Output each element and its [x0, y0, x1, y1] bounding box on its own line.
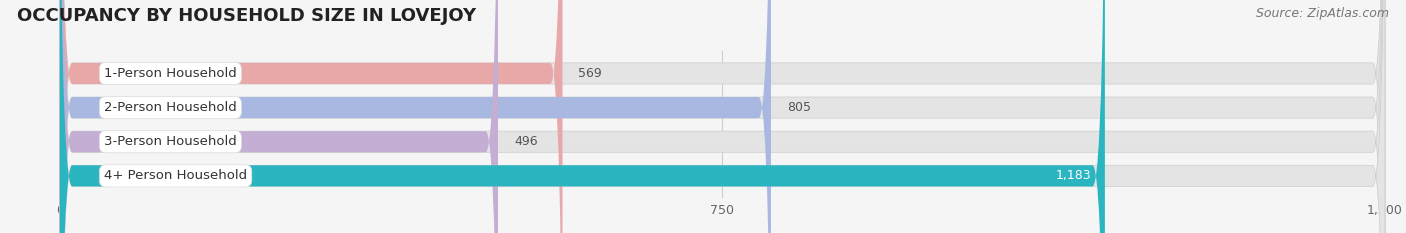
FancyBboxPatch shape [60, 0, 770, 233]
Text: 496: 496 [515, 135, 537, 148]
Text: 569: 569 [578, 67, 602, 80]
FancyBboxPatch shape [60, 0, 1385, 233]
Text: Source: ZipAtlas.com: Source: ZipAtlas.com [1256, 7, 1389, 20]
Text: 3-Person Household: 3-Person Household [104, 135, 236, 148]
Text: 1-Person Household: 1-Person Household [104, 67, 236, 80]
FancyBboxPatch shape [60, 0, 1385, 233]
FancyBboxPatch shape [60, 0, 1105, 233]
Text: 4+ Person Household: 4+ Person Household [104, 169, 247, 182]
FancyBboxPatch shape [60, 0, 1385, 233]
FancyBboxPatch shape [60, 0, 498, 233]
FancyBboxPatch shape [60, 0, 1385, 233]
Text: OCCUPANCY BY HOUSEHOLD SIZE IN LOVEJOY: OCCUPANCY BY HOUSEHOLD SIZE IN LOVEJOY [17, 7, 477, 25]
Text: 1,183: 1,183 [1056, 169, 1091, 182]
Text: 2-Person Household: 2-Person Household [104, 101, 236, 114]
FancyBboxPatch shape [60, 0, 562, 233]
Text: 805: 805 [787, 101, 811, 114]
